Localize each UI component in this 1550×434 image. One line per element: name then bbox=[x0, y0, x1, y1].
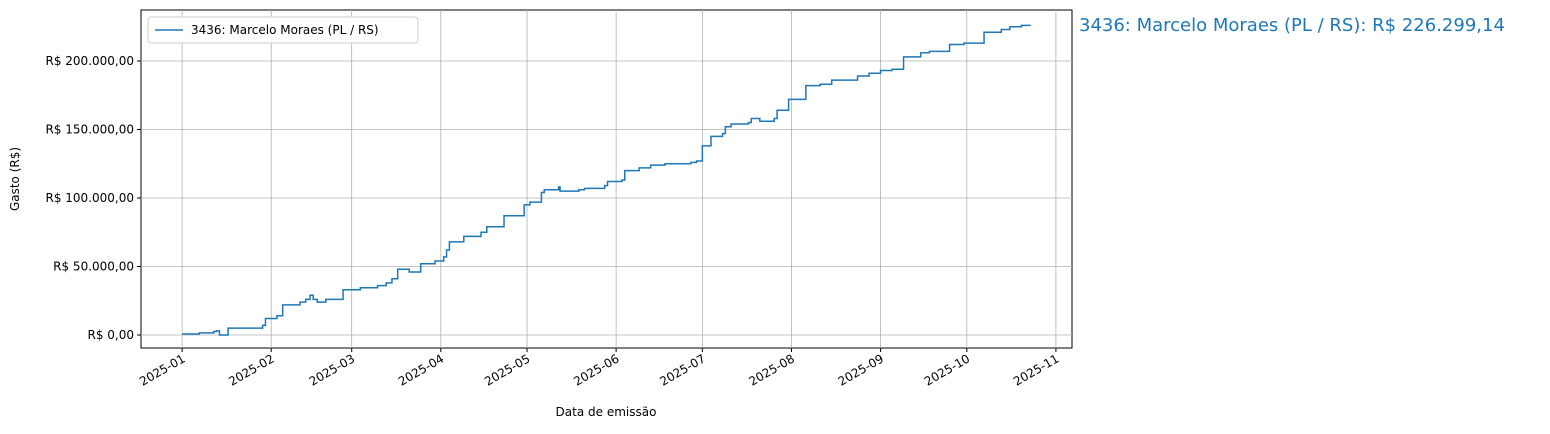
grid bbox=[141, 10, 1072, 348]
x-tick-label: 2025-02 bbox=[226, 351, 276, 388]
line-series bbox=[182, 24, 1031, 336]
x-tick-label: 2025-10 bbox=[922, 351, 972, 388]
x-tick-label: 2025-11 bbox=[1011, 351, 1061, 388]
plot-frame bbox=[140, 9, 1073, 349]
x-tick-label: 2025-01 bbox=[137, 351, 187, 388]
x-tick-label: 2025-09 bbox=[836, 351, 886, 388]
x-tick-label: 2025-04 bbox=[396, 351, 446, 388]
legend-frame bbox=[147, 16, 419, 44]
y-axis-label: Gasto (R$) bbox=[8, 147, 22, 211]
y-tick-label: R$ 100.000,00 bbox=[46, 191, 135, 205]
x-tick-label: 2025-06 bbox=[571, 351, 621, 388]
y-tick-label: R$ 200.000,00 bbox=[46, 54, 135, 68]
y-tick-label: R$ 150.000,00 bbox=[46, 122, 135, 136]
legend: 3436: Marcelo Moraes (PL / RS) bbox=[147, 16, 419, 44]
x-tick-label: 2025-08 bbox=[747, 351, 797, 388]
x-tick-label: 2025-07 bbox=[657, 351, 707, 388]
legend-label: 3436: Marcelo Moraes (PL / RS) bbox=[191, 23, 379, 37]
y-tick-label: R$ 50.000,00 bbox=[53, 259, 134, 273]
y-tick-label: R$ 0,00 bbox=[87, 328, 134, 342]
x-axis-label: Data de emissão bbox=[556, 405, 657, 419]
annotation: 3436: Marcelo Moraes (PL / RS): R$ 226.2… bbox=[1079, 15, 1505, 36]
x-tick-label: 2025-05 bbox=[482, 351, 532, 388]
x-tick-label: 2025-03 bbox=[307, 351, 357, 388]
